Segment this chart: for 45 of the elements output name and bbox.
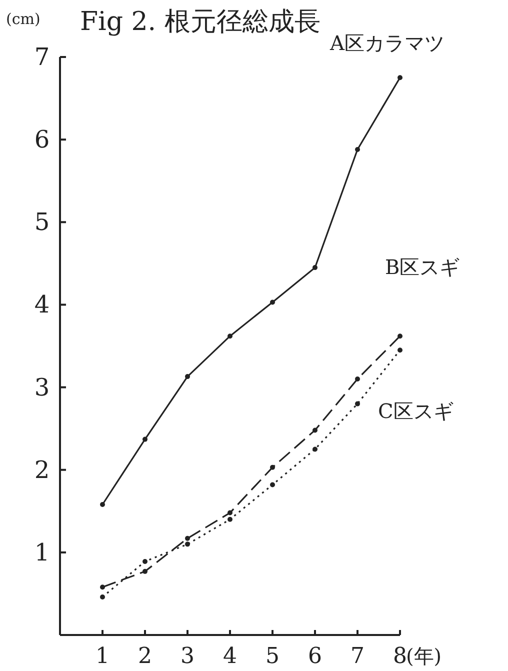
point — [270, 482, 275, 488]
point — [270, 300, 275, 305]
title: Fig 2. 根元径総成長 — [80, 7, 320, 37]
x-tick-label: 3 — [180, 644, 194, 669]
x-tick-label: 2 — [138, 644, 152, 669]
point — [312, 446, 318, 452]
point — [142, 559, 148, 564]
point — [398, 75, 402, 80]
series-label: A区カラマツ — [329, 31, 444, 55]
point — [185, 542, 190, 547]
point — [355, 401, 360, 406]
point — [398, 334, 402, 339]
point — [185, 536, 190, 541]
point — [142, 568, 148, 574]
point — [228, 334, 232, 339]
y-tick-label: 1 — [34, 538, 50, 566]
x-tick-label: 7 — [350, 644, 364, 669]
series-label: C区スギ — [378, 399, 454, 423]
point — [100, 502, 105, 508]
point — [312, 265, 318, 270]
ylabel: (cm) — [6, 10, 40, 28]
point — [100, 584, 105, 590]
x-tick-label: 5 — [266, 644, 280, 669]
point — [270, 464, 275, 470]
point — [228, 510, 232, 516]
point — [142, 436, 148, 442]
point — [312, 428, 318, 433]
point — [185, 374, 190, 380]
point — [100, 594, 105, 600]
point — [355, 146, 360, 152]
x-tick-label: 1 — [96, 644, 110, 669]
xlabel: (年) — [406, 644, 442, 668]
y-tick-label: 5 — [34, 208, 50, 236]
y-tick-label: 4 — [34, 290, 50, 319]
x-tick-label: 8 — [393, 644, 407, 669]
point — [228, 516, 232, 522]
x-tick-label: 6 — [308, 644, 322, 669]
y-tick-label: 6 — [34, 126, 50, 154]
point — [398, 348, 402, 353]
y-tick-label: 3 — [34, 373, 50, 402]
x-tick-label: 4 — [223, 644, 237, 669]
text: B区スギ — [385, 255, 460, 279]
point — [355, 376, 360, 382]
y-tick-label: 7 — [34, 43, 50, 71]
y-tick-label: 2 — [34, 456, 50, 484]
